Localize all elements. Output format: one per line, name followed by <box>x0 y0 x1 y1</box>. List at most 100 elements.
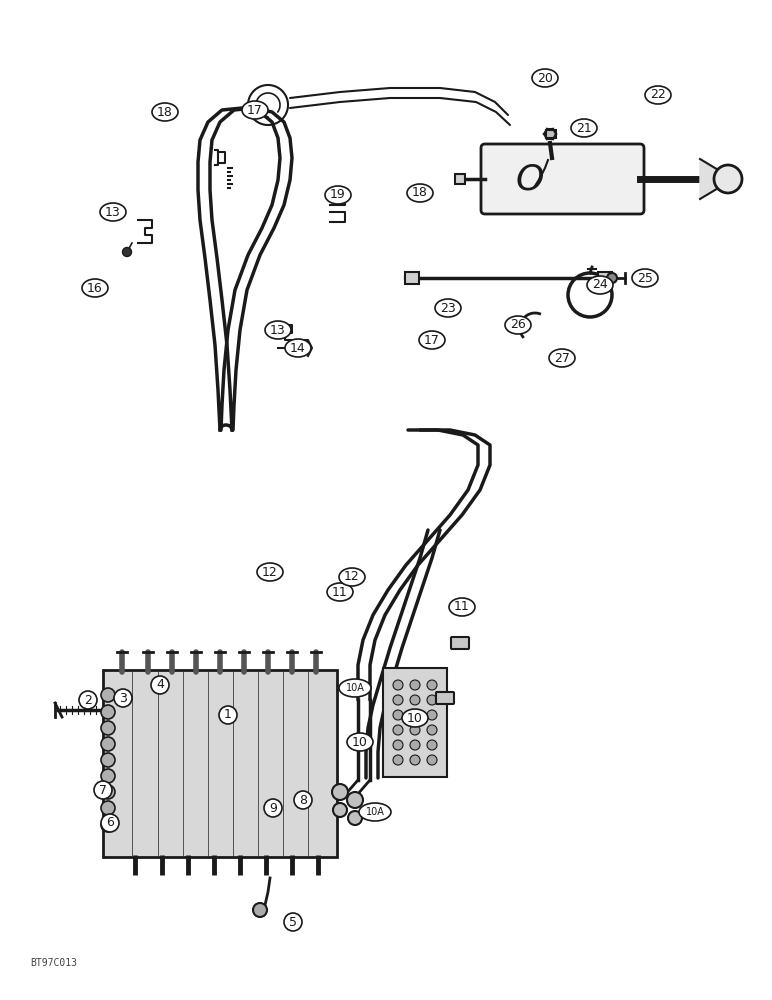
Text: 16: 16 <box>87 282 103 294</box>
Circle shape <box>253 903 267 917</box>
Text: 9: 9 <box>269 802 277 814</box>
Text: 6: 6 <box>106 816 114 830</box>
Ellipse shape <box>284 913 302 931</box>
Circle shape <box>410 755 420 765</box>
Circle shape <box>393 755 403 765</box>
FancyBboxPatch shape <box>436 692 454 704</box>
Circle shape <box>410 740 420 750</box>
Ellipse shape <box>407 184 433 202</box>
Ellipse shape <box>151 676 169 694</box>
Text: 17: 17 <box>247 104 263 116</box>
Circle shape <box>348 811 362 825</box>
Ellipse shape <box>402 709 428 727</box>
Ellipse shape <box>339 679 371 697</box>
Text: 20: 20 <box>537 72 553 85</box>
Text: 14: 14 <box>290 342 306 355</box>
Bar <box>405 272 419 284</box>
FancyBboxPatch shape <box>546 130 556 138</box>
Circle shape <box>427 755 437 765</box>
Ellipse shape <box>449 598 475 616</box>
Text: 11: 11 <box>332 585 348 598</box>
Text: 11: 11 <box>454 600 470 613</box>
Text: 18: 18 <box>157 105 173 118</box>
Circle shape <box>101 785 115 799</box>
Ellipse shape <box>435 299 461 317</box>
Text: 12: 12 <box>262 566 278 578</box>
Circle shape <box>123 247 131 256</box>
Polygon shape <box>700 159 725 199</box>
Circle shape <box>393 725 403 735</box>
Ellipse shape <box>549 349 575 367</box>
Text: 10: 10 <box>352 736 368 748</box>
Circle shape <box>427 710 437 720</box>
Ellipse shape <box>242 101 268 119</box>
FancyBboxPatch shape <box>103 670 337 857</box>
Ellipse shape <box>257 563 283 581</box>
Ellipse shape <box>114 689 132 707</box>
FancyBboxPatch shape <box>451 637 469 649</box>
Circle shape <box>393 680 403 690</box>
Ellipse shape <box>359 803 391 821</box>
Ellipse shape <box>100 203 126 221</box>
Text: 2: 2 <box>84 694 92 706</box>
Circle shape <box>427 725 437 735</box>
Circle shape <box>607 273 617 283</box>
Text: 10A: 10A <box>366 807 384 817</box>
Circle shape <box>714 165 742 193</box>
Circle shape <box>393 740 403 750</box>
FancyBboxPatch shape <box>383 668 447 777</box>
Text: 21: 21 <box>576 121 592 134</box>
Ellipse shape <box>325 186 351 204</box>
Circle shape <box>410 725 420 735</box>
Ellipse shape <box>339 568 365 586</box>
Ellipse shape <box>294 791 312 809</box>
Ellipse shape <box>532 69 558 87</box>
Circle shape <box>410 710 420 720</box>
Circle shape <box>333 803 347 817</box>
Ellipse shape <box>264 799 282 817</box>
Text: 3: 3 <box>119 692 127 704</box>
Bar <box>598 272 612 284</box>
Ellipse shape <box>571 119 597 137</box>
FancyBboxPatch shape <box>481 144 644 214</box>
Text: 18: 18 <box>412 186 428 200</box>
Text: 1: 1 <box>224 708 232 722</box>
Ellipse shape <box>82 279 108 297</box>
Ellipse shape <box>79 691 97 709</box>
Text: 7: 7 <box>99 784 107 796</box>
Ellipse shape <box>94 781 112 799</box>
Text: 26: 26 <box>510 318 526 332</box>
Circle shape <box>427 695 437 705</box>
Ellipse shape <box>505 316 531 334</box>
Text: 13: 13 <box>105 206 121 219</box>
Text: 8: 8 <box>299 794 307 806</box>
Text: 10: 10 <box>407 712 423 724</box>
Ellipse shape <box>327 583 353 601</box>
Ellipse shape <box>587 276 613 294</box>
Text: 23: 23 <box>440 302 456 314</box>
Circle shape <box>427 740 437 750</box>
Text: 22: 22 <box>650 89 666 102</box>
Circle shape <box>101 769 115 783</box>
Circle shape <box>101 737 115 751</box>
Ellipse shape <box>419 331 445 349</box>
Ellipse shape <box>645 86 671 104</box>
Circle shape <box>101 688 115 702</box>
Circle shape <box>347 792 363 808</box>
Text: 12: 12 <box>344 570 360 584</box>
Text: 4: 4 <box>156 678 164 692</box>
Circle shape <box>101 753 115 767</box>
Circle shape <box>427 680 437 690</box>
Ellipse shape <box>347 733 373 751</box>
Text: 19: 19 <box>330 188 346 202</box>
Ellipse shape <box>101 814 119 832</box>
Ellipse shape <box>219 706 237 724</box>
Circle shape <box>332 784 348 800</box>
Text: 17: 17 <box>424 334 440 347</box>
Ellipse shape <box>265 321 291 339</box>
Text: 13: 13 <box>270 324 286 336</box>
Circle shape <box>101 818 115 832</box>
Text: O: O <box>516 162 544 196</box>
Text: 25: 25 <box>637 271 653 284</box>
Circle shape <box>410 680 420 690</box>
